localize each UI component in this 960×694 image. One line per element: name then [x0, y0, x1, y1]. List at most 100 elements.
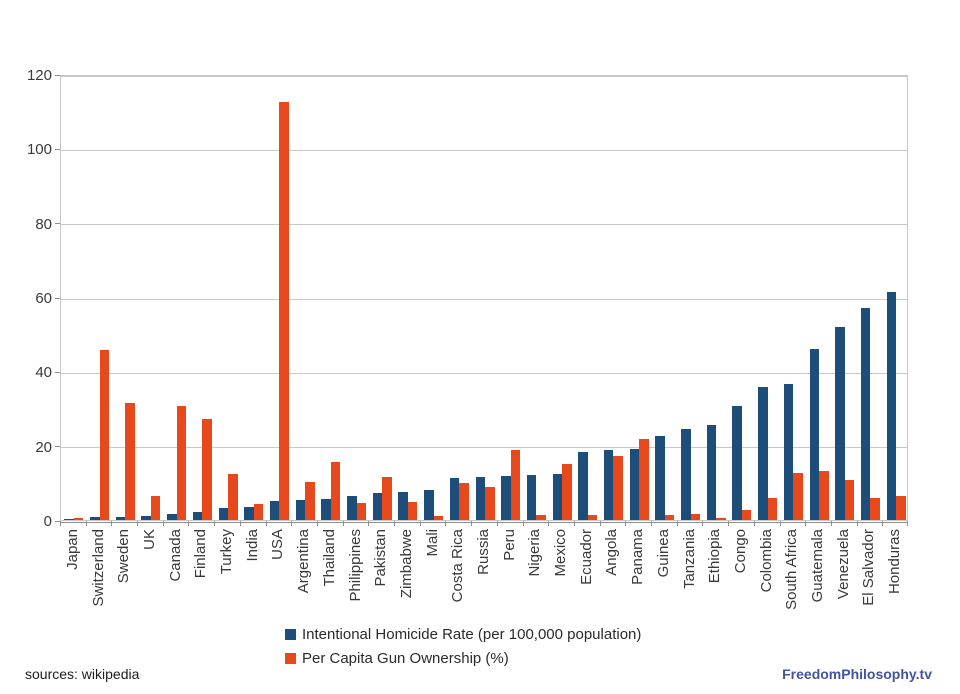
x-axis-label-ecuador: Ecuador	[577, 529, 595, 585]
gun-series-swatch-icon	[285, 653, 296, 664]
gun-bar-pakistan	[382, 476, 392, 520]
homicide-bar-colombia	[758, 386, 768, 520]
x-axis-tick-mark	[496, 521, 498, 526]
x-axis-tick-mark	[342, 521, 344, 526]
x-axis-label-mali: Mali	[423, 529, 441, 557]
x-axis-label-zimbabwe: Zimbabwe	[397, 529, 415, 599]
y-axis-tick-label: 60	[35, 290, 52, 307]
x-axis-tick-mark	[651, 521, 653, 526]
x-axis-tick-mark	[753, 521, 755, 526]
x-axis-label-russia: Russia	[475, 529, 492, 575]
x-axis-label-india: India	[243, 529, 261, 562]
legend-item-homicide: Intentional Homicide Rate (per 100,000 p…	[285, 626, 641, 643]
gridline-y-80	[61, 224, 907, 226]
x-axis-label-switzerland: Switzerland	[89, 529, 107, 607]
x-axis-tick-mark	[779, 521, 781, 526]
gridline-y-20	[61, 447, 907, 449]
x-axis-label-tanzania: Tanzania	[680, 529, 698, 590]
x-axis-tick-mark	[162, 521, 164, 526]
x-axis-tick-mark	[188, 521, 190, 526]
x-axis-tick-mark	[137, 521, 139, 526]
homicide-bar-russia	[475, 477, 485, 520]
homicide-bar-argentina	[295, 499, 306, 520]
gun-bar-nigeria	[536, 514, 546, 520]
gun-bar-mexico	[562, 463, 572, 520]
x-axis-tick-mark	[599, 521, 601, 526]
x-axis-tick-mark	[419, 521, 421, 526]
homicide-bar-el-salvador	[860, 308, 871, 520]
gun-bar-russia	[485, 486, 495, 520]
homicide-bar-angola	[603, 450, 614, 520]
gun-bar-canada	[176, 405, 187, 520]
x-axis-tick-mark	[907, 521, 908, 526]
x-axis-tick-mark	[85, 521, 87, 526]
homicide-bar-ethiopia	[706, 425, 717, 520]
x-axis-label-thailand: Thailand	[320, 529, 338, 587]
x-axis-label-nigeria: Nigeria	[526, 529, 544, 577]
gun-bar-angola	[613, 455, 623, 520]
y-axis-tick-mark	[55, 520, 60, 522]
homicide-bar-peru	[501, 476, 511, 520]
x-axis-label-honduras: Honduras	[886, 529, 904, 595]
homicide-bar-uk	[141, 515, 151, 520]
gun-bar-uk	[150, 495, 161, 520]
x-axis-label-argentina: Argentina	[295, 529, 313, 594]
homicide-bar-nigeria	[526, 475, 537, 520]
x-axis-label-venezuela: Venezuela	[834, 529, 852, 600]
x-axis-label-guatemala: Guatemala	[809, 529, 827, 603]
x-axis-tick-mark	[882, 521, 884, 526]
y-axis-tick-mark	[55, 148, 60, 150]
x-axis-label-turkey: Turkey	[218, 529, 236, 575]
homicide-bar-panama	[629, 448, 640, 520]
homicide-bar-congo	[732, 405, 742, 520]
source-note: sources: wikipedia	[25, 666, 140, 682]
homicide-bar-japan	[64, 518, 74, 520]
x-axis-label-peru: Peru	[500, 529, 518, 561]
x-axis-label-japan: Japan	[63, 529, 81, 570]
x-axis-tick-mark	[111, 521, 113, 526]
gun-bar-peru	[510, 450, 521, 520]
homicide-bar-venezuela	[835, 326, 845, 520]
gridline-y-40	[61, 372, 907, 374]
homicide-bar-turkey	[218, 507, 229, 520]
x-axis-tick-mark	[676, 521, 678, 526]
x-axis-tick-mark	[394, 521, 396, 526]
homicide-bar-sweden	[115, 516, 126, 520]
watermark: FreedomPhilosophy.tv	[782, 666, 932, 682]
y-axis-tick-label: 80	[35, 215, 52, 233]
homicide-bar-zimbabwe	[398, 491, 408, 520]
gun-bar-philippines	[356, 502, 366, 520]
x-axis-tick-mark	[625, 521, 627, 526]
gun-bar-guatemala	[819, 470, 829, 520]
x-axis-tick-mark	[856, 521, 858, 526]
x-axis-label-philippines: Philippines	[346, 529, 364, 602]
homicide-bar-india	[244, 507, 254, 520]
homicide-bar-mali	[424, 490, 434, 520]
gun-bar-el-salvador	[870, 498, 880, 520]
y-axis-tick-label: 0	[43, 513, 52, 530]
y-axis-tick-label: 120	[26, 67, 52, 84]
gun-bar-mali	[433, 515, 444, 520]
x-axis-tick-mark	[548, 521, 550, 526]
x-axis-label-pakistan: Pakistan	[372, 529, 390, 587]
x-axis-label-uk: UK	[140, 529, 158, 550]
x-axis-label-usa: USA	[269, 529, 287, 560]
gun-bar-panama	[639, 439, 649, 520]
x-axis-tick-mark	[445, 521, 447, 526]
homicide-bar-usa	[269, 501, 280, 520]
x-axis-label-el-salvador: El Salvador	[860, 529, 878, 606]
gun-bar-thailand	[330, 462, 341, 520]
x-axis-label-costa-rica: Costa Rica	[449, 529, 467, 603]
gun-bar-india	[253, 504, 264, 520]
gun-bar-tanzania	[690, 514, 701, 520]
homicide-bar-switzerland	[90, 517, 100, 520]
y-axis-tick-mark	[55, 371, 60, 373]
y-axis-tick-label: 20	[35, 438, 52, 456]
x-axis-tick-mark	[805, 521, 807, 526]
x-axis-label-angola: Angola	[603, 529, 621, 576]
x-axis-label-guinea: Guinea	[654, 529, 672, 578]
y-axis-tick-mark	[55, 223, 60, 225]
x-axis-label-colombia: Colombia	[757, 529, 775, 593]
gridline-y-60	[61, 298, 907, 300]
